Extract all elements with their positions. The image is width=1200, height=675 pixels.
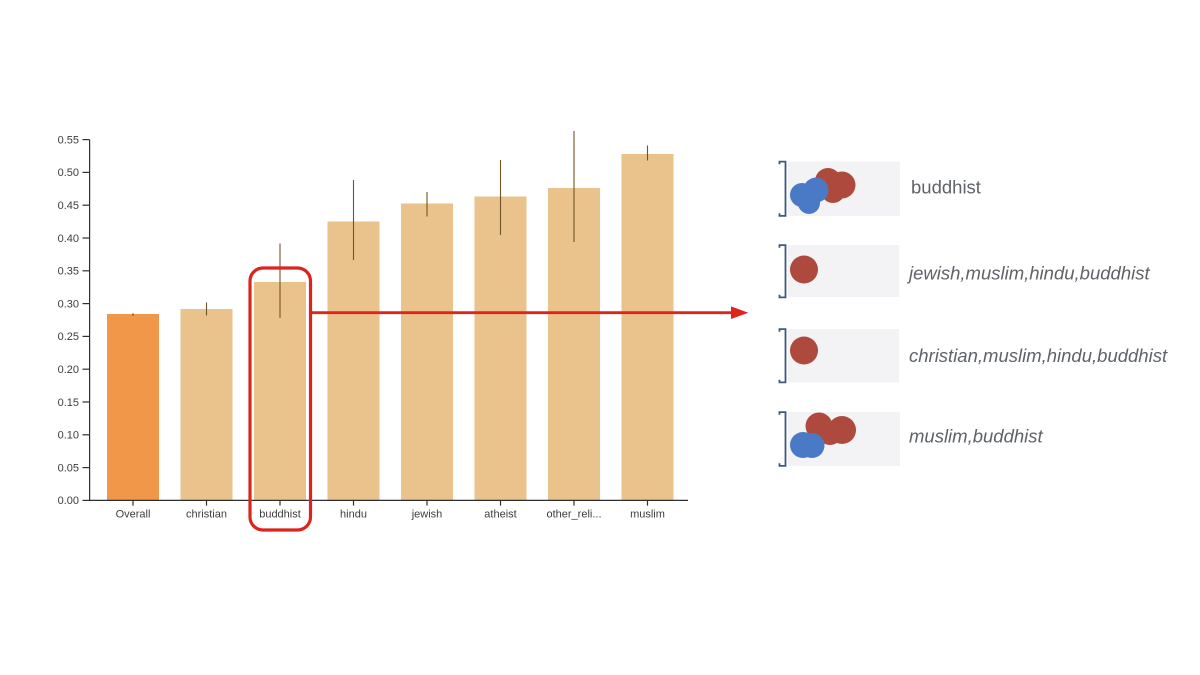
svg-text:buddhist: buddhist [259,509,301,521]
svg-text:other_reli...: other_reli... [546,509,601,521]
svg-text:0.00: 0.00 [58,495,79,507]
svg-text:jewish,muslim,hindu,buddhist: jewish,muslim,hindu,buddhist [906,263,1150,284]
svg-text:0.30: 0.30 [58,298,79,310]
svg-text:0.50: 0.50 [58,167,79,179]
svg-text:0.20: 0.20 [58,364,79,376]
svg-text:hindu: hindu [340,509,367,521]
svg-text:christian: christian [186,509,227,521]
svg-text:0.45: 0.45 [58,200,79,212]
svg-text:buddhist: buddhist [911,177,981,198]
svg-text:christian,muslim,hindu,buddhis: christian,muslim,hindu,buddhist [909,345,1168,366]
svg-text:0.10: 0.10 [58,430,79,442]
svg-text:0.25: 0.25 [58,331,79,343]
svg-text:muslim: muslim [630,509,665,521]
svg-text:0.55: 0.55 [58,134,79,146]
svg-text:atheist: atheist [484,509,516,521]
svg-text:muslim,buddhist: muslim,buddhist [909,426,1044,447]
svg-text:0.15: 0.15 [58,397,79,409]
svg-text:0.35: 0.35 [58,266,79,278]
svg-text:Overall: Overall [116,509,151,521]
svg-text:0.40: 0.40 [58,233,79,245]
svg-text:0.05: 0.05 [58,462,79,474]
svg-text:jewish: jewish [411,509,443,521]
